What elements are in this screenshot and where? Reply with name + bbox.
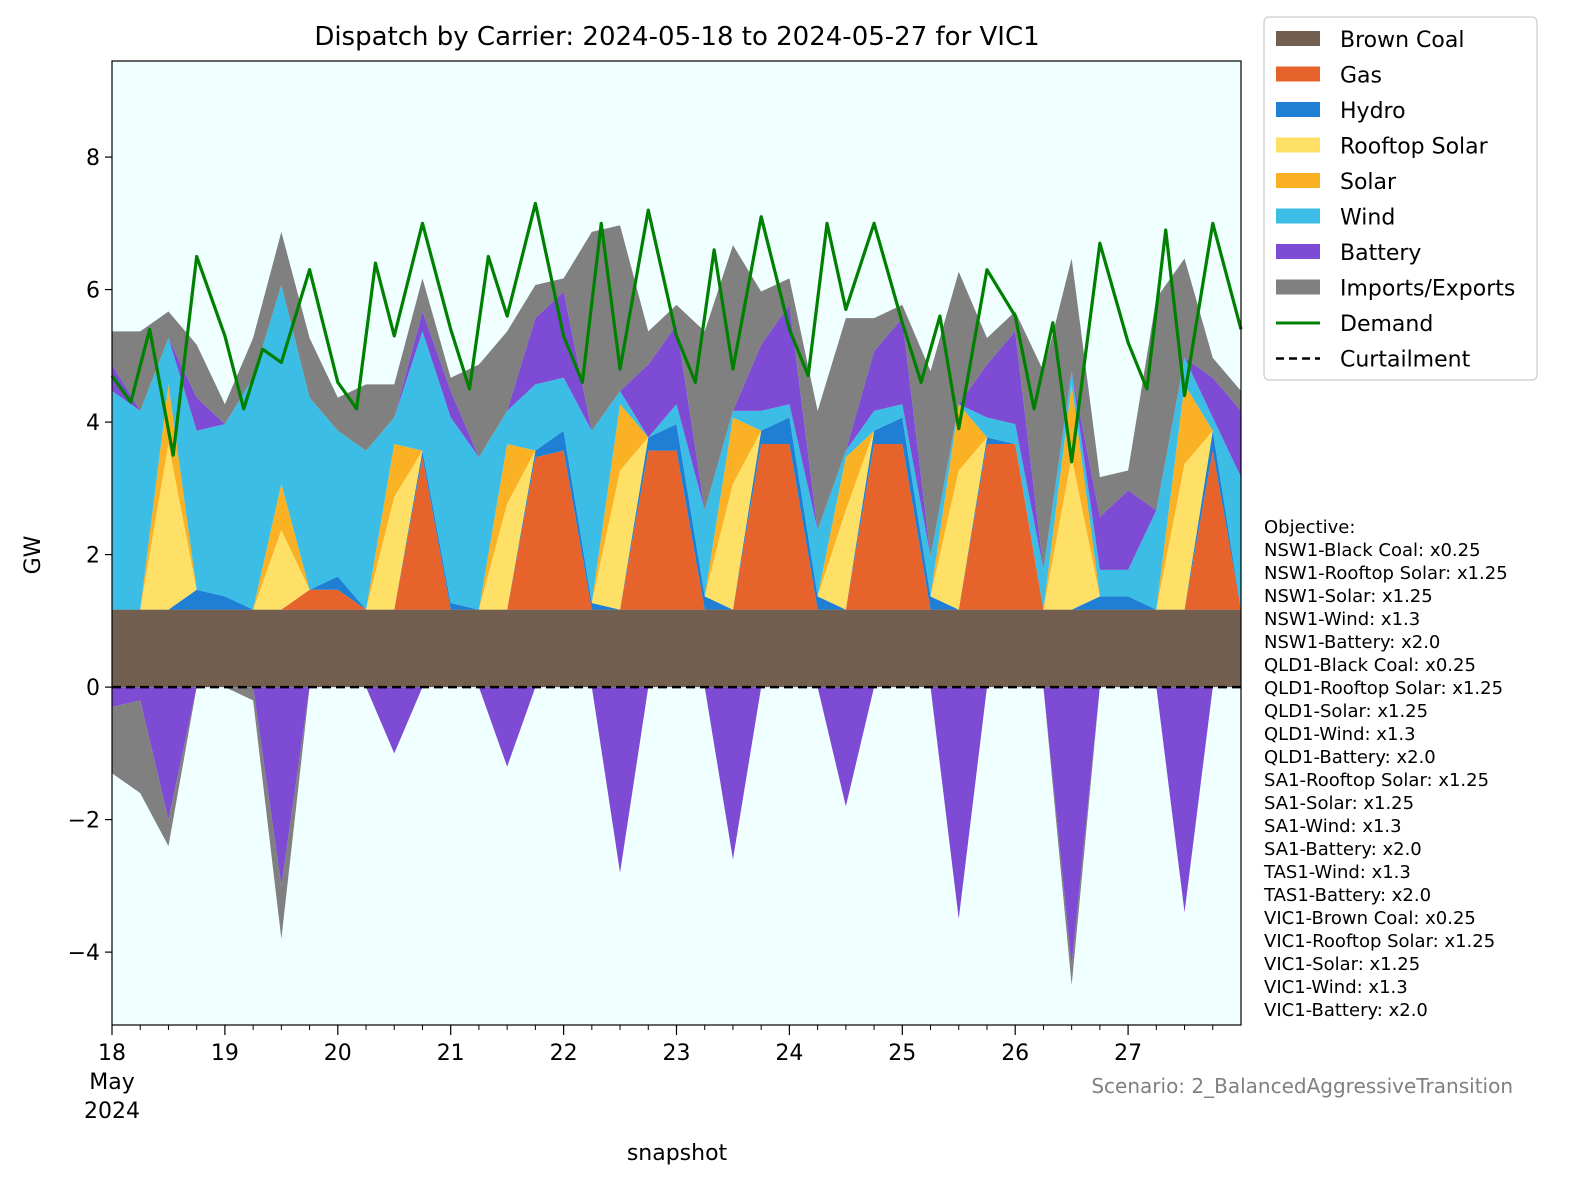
legend-label: Rooftop Solar [1340,135,1489,160]
objective-line: QLD1-Black Coal: x0.25 [1264,655,1476,676]
objective-heading: Objective: [1264,517,1355,538]
legend-swatch [1276,31,1320,46]
area-solar [112,384,1241,610]
legend-box [1263,16,1538,381]
y-tick-label: 2 [86,544,100,569]
legend-label: Hydro [1340,99,1406,124]
legend-label: Solar [1340,170,1397,195]
legend-swatch [1276,173,1320,188]
legend-label: Imports/Exports [1340,277,1515,302]
legend-label: Brown Coal [1340,28,1464,53]
x-axis-label: snapshot [627,1141,728,1166]
x-tick-label: 2024 [84,1099,140,1124]
x-axis: 18 May 2024 19 20 21 22 23 24 25 26 27 [84,1025,1214,1124]
area-imports-exports [112,225,1241,570]
area-gas [112,443,1241,610]
legend-swatch [1276,102,1320,117]
legend-item-wind: Wind [1276,206,1395,231]
legend-swatch [1276,244,1320,259]
x-tick-label: 23 [663,1041,691,1066]
objective-line: QLD1-Battery: x2.0 [1264,747,1436,768]
x-tick-label: 21 [437,1041,465,1066]
objective-text: Objective:NSW1-Black Coal: x0.25NSW1-Roo… [1263,517,1508,1021]
legend-swatch [1276,208,1320,224]
legend-item-solar: Solar [1276,170,1397,195]
legend-swatch [1276,279,1320,295]
y-axis: −4 −2 0 2 4 6 8 [68,146,112,966]
y-tick-label: 0 [86,676,100,701]
objective-line: NSW1-Solar: x1.25 [1264,586,1433,607]
x-tick-label: 24 [775,1041,803,1066]
objective-line: VIC1-Battery: x2.0 [1264,1000,1428,1021]
legend-item-brown-coal: Brown Coal [1276,28,1464,53]
objective-line: NSW1-Wind: x1.3 [1264,609,1420,630]
legend-item-battery: Battery [1276,241,1421,266]
legend-item-demand: Demand [1276,312,1433,337]
x-tick-label: May [89,1070,134,1095]
y-tick-label: 8 [86,146,100,171]
objective-line: VIC1-Brown Coal: x0.25 [1264,908,1476,929]
legend-label: Demand [1340,312,1433,337]
objective-line: VIC1-Wind: x1.3 [1264,977,1408,998]
y-tick-label: −2 [68,809,100,834]
x-tick-label: 18 [98,1041,126,1066]
area-battery-negative [112,687,1241,966]
legend-item-curtailment: Curtailment [1276,348,1471,373]
x-tick-label: 19 [211,1041,239,1066]
stacked-areas [112,225,1241,986]
legend-label: Battery [1340,241,1421,266]
objective-line: NSW1-Battery: x2.0 [1264,632,1440,653]
x-tick-label: 20 [324,1041,352,1066]
legend-item-gas: Gas [1276,64,1382,89]
chart-lines [110,201,1243,689]
objective-line: QLD1-Wind: x1.3 [1264,724,1416,745]
x-tick-label: 26 [1001,1041,1029,1066]
objective-line: QLD1-Solar: x1.25 [1264,701,1428,722]
objective-line: TAS1-Battery: x2.0 [1263,885,1431,906]
objective-line: SA1-Wind: x1.3 [1264,816,1402,837]
objective-line: NSW1-Rooftop Solar: x1.25 [1264,563,1508,584]
legend-label: Wind [1340,206,1395,231]
objective-line: VIC1-Solar: x1.25 [1264,954,1420,975]
legend-swatch [1276,66,1320,82]
objective-line: NSW1-Black Coal: x0.25 [1264,540,1481,561]
demand-line [110,201,1243,464]
legend-label: Gas [1340,64,1382,89]
objective-line: SA1-Battery: x2.0 [1264,839,1422,860]
x-tick-label: 25 [888,1041,916,1066]
legend-item-hydro: Hydro [1276,99,1406,124]
legend-label: Curtailment [1340,348,1471,373]
chart-title: Dispatch by Carrier: 2024-05-18 to 2024-… [314,22,1039,52]
area-rooftop-solar [112,417,1241,610]
legend-item-imports-exports: Imports/Exports [1276,277,1515,302]
y-tick-label: 4 [86,411,100,436]
y-tick-label: −4 [68,941,100,966]
legend-swatch [1276,137,1320,153]
objective-line: TAS1-Wind: x1.3 [1263,862,1411,883]
legend-item-rooftop-solar: Rooftop Solar [1276,135,1489,160]
objective-line: VIC1-Rooftop Solar: x1.25 [1264,931,1495,952]
area-wind [112,284,1241,610]
x-tick-label: 27 [1114,1041,1142,1066]
x-tick-label: 22 [550,1041,578,1066]
objective-line: QLD1-Rooftop Solar: x1.25 [1264,678,1503,699]
objective-line: SA1-Rooftop Solar: x1.25 [1264,770,1489,791]
scenario-label: Scenario: 2_BalancedAggressiveTransition [1091,1074,1513,1098]
area-battery [112,284,1241,570]
y-axis-label: GW [21,535,46,574]
objective-line: SA1-Solar: x1.25 [1264,793,1414,814]
y-tick-label: 6 [86,279,100,304]
area-brown-coal [112,609,1241,688]
legend: Brown Coal Gas Hydro Rooftop Solar Solar Wind… [1263,16,1538,381]
